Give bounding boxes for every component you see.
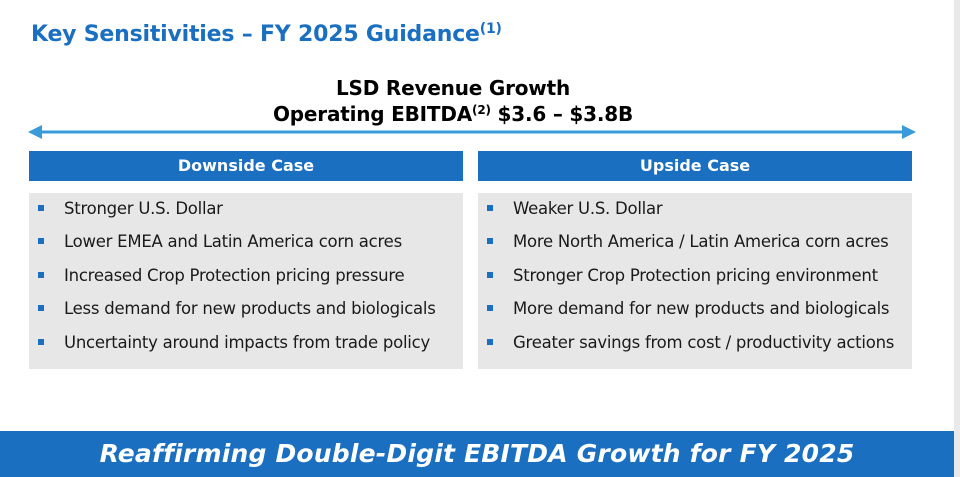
title-footnote-marker: (1) <box>479 21 502 37</box>
list-item: Less demand for new products and biologi… <box>29 297 463 321</box>
square-bullet-icon <box>38 205 44 211</box>
page-title: Key Sensitivities – FY 2025 Guidance(1) <box>31 22 502 47</box>
list-item: Weaker U.S. Dollar <box>478 197 912 221</box>
list-item: Stronger U.S. Dollar <box>29 197 463 221</box>
list-item-text: Weaker U.S. Dollar <box>513 199 663 218</box>
list-item: More North America / Latin America corn … <box>478 230 912 254</box>
upside-case-list: Weaker U.S. Dollar More North America / … <box>478 193 912 369</box>
square-bullet-icon <box>487 339 493 345</box>
square-bullet-icon <box>38 238 44 244</box>
list-item-text: Greater savings from cost / productivity… <box>513 333 895 352</box>
list-item-text: Stronger Crop Protection pricing environ… <box>513 266 878 285</box>
range-double-arrow-icon <box>28 125 916 139</box>
banner-text: Reaffirming Double-Digit EBITDA Growth f… <box>99 439 855 468</box>
square-bullet-icon <box>38 272 44 278</box>
ebitda-footnote-marker: (2) <box>472 103 491 117</box>
square-bullet-icon <box>487 272 493 278</box>
reaffirming-banner: Reaffirming Double-Digit EBITDA Growth f… <box>0 431 954 477</box>
downside-case-list: Stronger U.S. Dollar Lower EMEA and Lati… <box>29 193 463 369</box>
list-item-text: More demand for new products and biologi… <box>513 299 890 318</box>
list-item: Increased Crop Protection pricing pressu… <box>29 264 463 288</box>
square-bullet-icon <box>38 339 44 345</box>
list-item: Lower EMEA and Latin America corn acres <box>29 230 463 254</box>
list-item-text: Lower EMEA and Latin America corn acres <box>64 232 402 251</box>
list-item-text: More North America / Latin America corn … <box>513 232 889 251</box>
downside-case-header: Downside Case <box>29 151 463 181</box>
arrow-head-left <box>28 125 42 139</box>
revenue-growth-headline: LSD Revenue Growth <box>336 76 570 100</box>
ebitda-guidance-headline: Operating EBITDA(2) $3.6 – $3.8B <box>0 102 906 126</box>
ebitda-label: Operating EBITDA <box>273 102 473 126</box>
ebitda-range: $3.6 – $3.8B <box>497 102 634 126</box>
page-title-text: Key Sensitivities – FY 2025 Guidance <box>31 22 480 47</box>
slide-edge <box>954 0 960 477</box>
list-item-text: Stronger U.S. Dollar <box>64 199 223 218</box>
list-item-text: Less demand for new products and biologi… <box>64 299 436 318</box>
square-bullet-icon <box>487 305 493 311</box>
square-bullet-icon <box>38 305 44 311</box>
upside-case-header: Upside Case <box>478 151 912 181</box>
list-item: Stronger Crop Protection pricing environ… <box>478 264 912 288</box>
square-bullet-icon <box>487 205 493 211</box>
list-item: Greater savings from cost / productivity… <box>478 331 912 355</box>
list-item: More demand for new products and biologi… <box>478 297 912 321</box>
list-item: Uncertainty around impacts from trade po… <box>29 331 463 355</box>
square-bullet-icon <box>487 238 493 244</box>
arrow-head-right <box>902 125 916 139</box>
list-item-text: Uncertainty around impacts from trade po… <box>64 333 430 352</box>
list-item-text: Increased Crop Protection pricing pressu… <box>64 266 405 285</box>
